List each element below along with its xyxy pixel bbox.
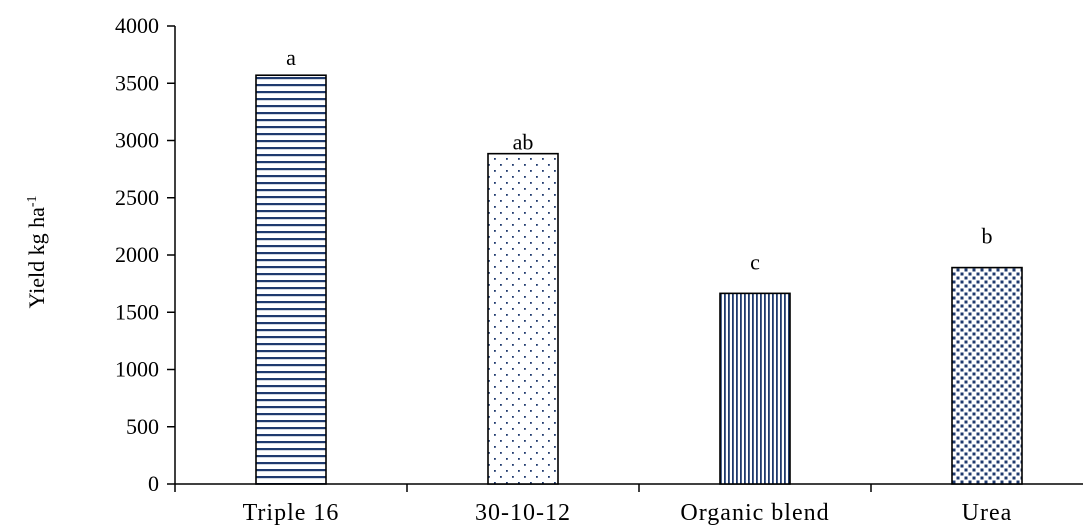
bar-data-label: a [286, 45, 296, 70]
bar-data-label: c [750, 249, 760, 274]
y-tick-label: 2000 [115, 242, 159, 267]
y-tick-label: 2500 [115, 185, 159, 210]
bar-triple-16 [255, 74, 327, 485]
x-category-label: Triple 16 [243, 500, 340, 526]
bar-data-label: ab [513, 130, 534, 155]
y-axis-title-superscript: -1 [25, 195, 40, 207]
y-tick-label: 500 [126, 414, 159, 439]
bar-data-label: b [982, 224, 993, 249]
bar-30-10-12 [487, 152, 559, 485]
y-tick-label: 3000 [115, 128, 159, 153]
y-axis: 0 500 1000 1500 2000 2500 3000 3500 4000 [115, 13, 176, 496]
x-category-label: 30-10-12 [475, 500, 571, 526]
y-tick-label: 3500 [115, 70, 159, 95]
bars [255, 74, 1023, 485]
y-tick-label: 4000 [115, 13, 159, 38]
y-axis-title-group: Yield kg ha-1 [24, 195, 49, 308]
x-category-label: Urea [962, 500, 1013, 526]
data-labels: a ab c b [286, 45, 992, 274]
y-axis-title: Yield kg ha-1 [24, 195, 49, 308]
bar-urea [951, 266, 1023, 485]
y-tick-label: 1500 [115, 299, 159, 324]
category-labels: Triple 16 30-10-12 Organic blend Urea [243, 500, 1013, 526]
y-axis-title-text: Yield kg ha [24, 207, 49, 309]
x-category-label: Organic blend [680, 500, 829, 526]
x-axis [174, 483, 1083, 492]
bar-organic-blend [719, 292, 791, 485]
y-tick-label: 1000 [115, 357, 159, 382]
y-tick-label: 0 [148, 471, 159, 496]
